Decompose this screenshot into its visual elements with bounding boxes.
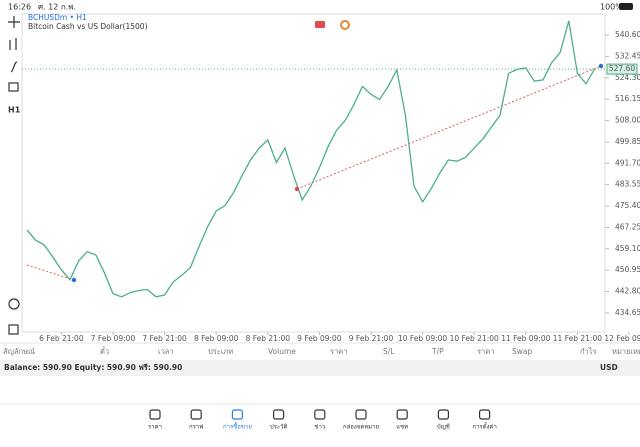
column-header: Volume [268,347,296,356]
tab-label[interactable]: ประวัติ [270,424,288,431]
column-header: Swap [512,347,532,356]
chart-title: BCHUSDm • H1 [28,13,87,22]
y-tick-label: 516.15 [615,94,640,103]
x-tick-label: 9 Feb 21:00 [349,334,394,343]
status-time: 16:26 [8,3,31,12]
y-tick-label: 434.65 [615,308,640,317]
x-tick-label: 9 Feb 09:00 [297,334,342,343]
balance-text: Balance: 590.90 Equity: 590.90 ฟรี: 590.… [4,363,182,372]
column-header: หมายเหตุ [612,347,640,356]
y-tick-label: 491.70 [615,158,640,167]
tab-label[interactable]: แชท [396,424,408,431]
status-date: ศ. 12 ก.พ. [38,3,76,12]
tab-label[interactable]: การตั้งค่า [472,421,496,431]
column-header: สัญลักษณ์ [3,347,35,356]
column-header: S/L [383,347,395,356]
balance-bar [0,360,640,376]
y-tick-label: 483.55 [615,180,640,189]
tab-label[interactable]: การซื้อขาย [223,421,252,431]
tab-icon[interactable] [314,409,326,420]
column-header: ตั๋ว [100,346,109,356]
tab-label[interactable]: กล่องจดหมาย [343,424,379,431]
objects-tool[interactable] [8,82,19,92]
x-tick-label: 7 Feb 21:00 [142,334,187,343]
tab-label[interactable]: กราฟ [189,424,203,431]
add-tool[interactable] [8,324,19,335]
tab-label[interactable]: ราคา [148,424,162,431]
column-header: กำไร [580,347,597,356]
column-header: ราคา [477,347,494,356]
tab-icon[interactable] [190,409,202,420]
tab-label[interactable]: ข่าว [314,424,325,431]
plot [22,20,605,298]
current-price-label: 527.60 [609,64,635,73]
y-tick-label: 475.40 [615,201,640,210]
chart-subtitle: Bitcoin Cash vs US Dollar(1500) [28,22,148,31]
y-tick-label: 540.60 [615,30,640,39]
trade-button[interactable] [315,21,325,28]
x-tick-label: 6 Feb 21:00 [39,334,84,343]
tab-icon[interactable] [231,409,243,420]
x-tick-label: 8 Feb 21:00 [246,334,291,343]
x-tick-label: 7 Feb 09:00 [91,334,136,343]
indicator-tool[interactable] [10,61,18,73]
column-header: เวลา [158,347,174,356]
trendline [26,264,75,281]
y-tick-label: 532.45 [615,51,640,60]
column-header: ประเภท [208,347,233,356]
table-header: สัญลักษณ์ ตั๋ว เวลา ประเภท Volume ราคา S/L T/P ร… [3,346,640,356]
tab-icon[interactable] [149,409,161,420]
trendline [296,65,602,190]
y-tick-label: 459.10 [615,244,640,253]
status-battery: 100% [600,3,623,12]
current-price-box [606,63,638,75]
left-toolbar [8,16,20,335]
tab-bar: ราคา กราฟ การซื้อขาย ประวัติ ข่าว กล่องจดหมาย… [148,409,497,431]
balance-currency: USD [600,363,618,372]
tab-icon[interactable] [437,409,449,420]
tab-icon[interactable] [355,409,367,420]
x-tick-label: 12 Feb 09:00 [604,334,640,343]
tab-icon[interactable] [479,409,491,420]
trendline-point [71,277,77,283]
y-tick-label: 499.85 [615,137,640,146]
trendline-point [598,63,604,69]
tab-icon[interactable] [396,409,408,420]
timeframe[interactable]: H1 [8,106,21,115]
x-tick-label: 10 Feb 21:00 [450,334,499,343]
y-tick-label: 467.25 [615,222,640,231]
x-tick-label: 11 Feb 21:00 [553,334,602,343]
y-tick-label: 450.95 [615,265,640,274]
x-tick-label: 8 Feb 09:00 [194,334,239,343]
price-line [26,20,596,298]
y-tick-label: 508.00 [615,116,640,125]
y-tick-label: 524.30 [615,73,640,82]
tab-label[interactable]: บัญชี [437,423,450,431]
battery-icon [619,3,633,10]
column-header: T/P [431,347,444,356]
trendline-point [294,186,300,192]
one-click-button[interactable] [340,20,350,30]
crosshair-tool[interactable] [8,16,20,28]
candles-tool[interactable] [9,38,17,50]
x-tick-label: 10 Feb 09:00 [398,334,447,343]
tab-icon[interactable] [273,409,285,420]
x-tick-label: 11 Feb 09:00 [501,334,550,343]
chart-frame [21,13,606,333]
column-header: ราคา [330,347,347,356]
y-tick-label: 442.80 [615,287,640,296]
signal-tool[interactable] [8,298,20,310]
